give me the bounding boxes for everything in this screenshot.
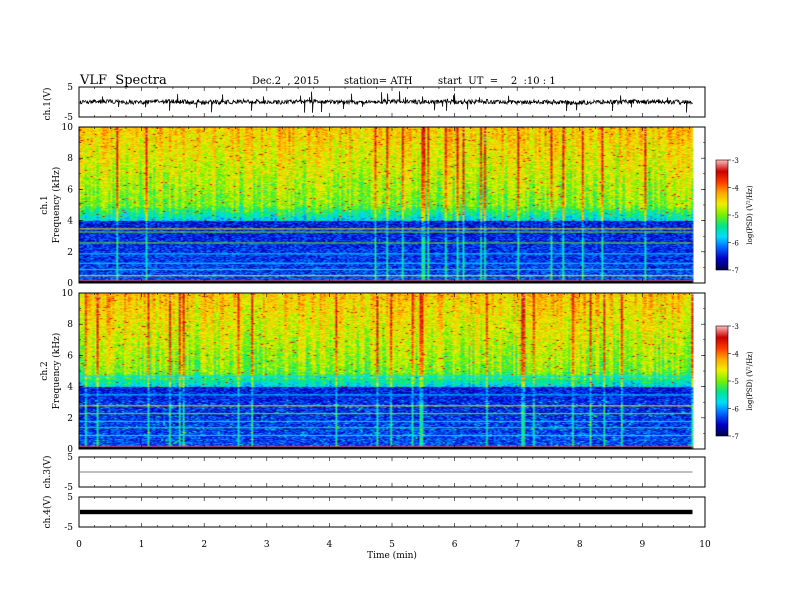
- waveform-ch1-trace: [79, 91, 693, 113]
- x-tick-label: 10: [699, 540, 711, 550]
- x-tick-label: 6: [452, 540, 458, 550]
- y-tick-label: 10: [62, 289, 74, 299]
- colorbar-tick-label: -6: [732, 406, 739, 414]
- y-tick-label: 8: [67, 320, 73, 330]
- y-tick-label: -5: [64, 523, 73, 533]
- header-station: station= ATH: [344, 76, 413, 87]
- x-tick-label: 9: [640, 540, 646, 550]
- colorbar-tick-label: -6: [732, 240, 739, 248]
- x-tick-label: 4: [327, 540, 333, 550]
- ch2-spec-channel-label: ch.2: [40, 361, 50, 380]
- y-tick-label: 10: [62, 123, 74, 133]
- x-tick-label: 0: [76, 540, 82, 550]
- ch1-spec-ylabel: Frequency (kHz): [51, 167, 62, 244]
- spectrogram-ch1-colorbar: [716, 160, 728, 270]
- waveform-ch4-trace: [80, 509, 693, 515]
- y-tick-label: -5: [64, 113, 73, 123]
- x-tick-label: 3: [264, 540, 270, 550]
- y-tick-label: 5: [67, 493, 73, 503]
- colorbar-tick-label: -3: [732, 323, 739, 331]
- ch2-spec-ylabel: Frequency (kHz): [51, 333, 62, 410]
- colorbar-tick-label: -4: [732, 351, 739, 359]
- header-start-ut: start UT = 2 :10 : 1: [438, 76, 556, 87]
- colorbar-tick-label: -4: [732, 185, 739, 193]
- colorbar-tick-label: -7: [732, 267, 739, 275]
- ch3-ylabel: ch.3(V): [42, 456, 53, 489]
- ch4-ylabel: ch.4(V): [42, 496, 53, 529]
- y-tick-label: 0: [67, 279, 73, 289]
- x-tick-label: 1: [139, 540, 145, 550]
- colorbar-tick-label: -5: [732, 212, 739, 220]
- y-tick-label: 6: [67, 185, 73, 195]
- y-tick-label: 8: [67, 154, 73, 164]
- colorbar-tick-label: -5: [732, 378, 739, 386]
- spectrogram-ch2-colorbar-label: log(PSD) (V²/Hz): [746, 351, 754, 410]
- y-tick-label: 2: [67, 248, 73, 258]
- spectrogram-ch1-image: [79, 127, 705, 283]
- x-tick-label: 8: [577, 540, 583, 550]
- x-tick-label: 5: [389, 540, 395, 550]
- x-axis-label: Time (min): [367, 550, 417, 561]
- y-tick-label: 5: [67, 83, 73, 93]
- ch1-ylabel: ch.1(V): [42, 88, 53, 121]
- y-tick-label: 4: [67, 217, 73, 227]
- y-tick-label: -5: [64, 483, 73, 493]
- x-tick-label: 2: [201, 540, 207, 550]
- x-tick-label: 7: [514, 540, 520, 550]
- y-tick-label: 0: [67, 445, 73, 455]
- y-tick-label: 6: [67, 351, 73, 361]
- spectrogram-ch2-colorbar: [716, 326, 728, 436]
- spectrogram-ch2-image: [79, 293, 705, 449]
- y-tick-label: 2: [67, 414, 73, 424]
- header-date: Dec.2 , 2015: [252, 76, 320, 87]
- figure-title: VLF Spectra: [80, 73, 167, 88]
- y-tick-label: 4: [67, 383, 73, 393]
- y-tick-label: 5: [67, 453, 73, 463]
- colorbar-tick-label: -3: [732, 157, 739, 165]
- ch1-spec-channel-label: ch.1: [40, 195, 50, 214]
- spectrogram-ch1-colorbar-label: log(PSD) (V²/Hz): [746, 185, 754, 244]
- colorbar-tick-label: -7: [732, 433, 739, 441]
